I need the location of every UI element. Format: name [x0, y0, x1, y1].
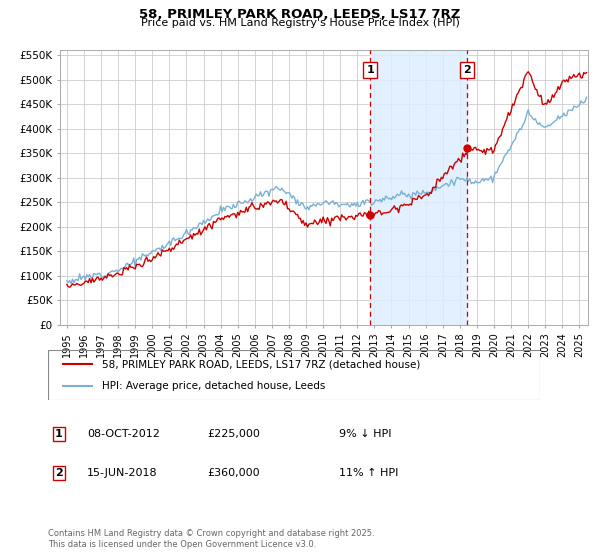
Text: £225,000: £225,000 — [207, 429, 260, 439]
Text: 11% ↑ HPI: 11% ↑ HPI — [339, 468, 398, 478]
Text: 9% ↓ HPI: 9% ↓ HPI — [339, 429, 391, 439]
Text: 58, PRIMLEY PARK ROAD, LEEDS, LS17 7RZ: 58, PRIMLEY PARK ROAD, LEEDS, LS17 7RZ — [139, 8, 461, 21]
Text: 1: 1 — [55, 429, 62, 439]
Text: 2: 2 — [55, 468, 62, 478]
Text: Contains HM Land Registry data © Crown copyright and database right 2025.
This d: Contains HM Land Registry data © Crown c… — [48, 529, 374, 549]
Text: HPI: Average price, detached house, Leeds: HPI: Average price, detached house, Leed… — [102, 381, 325, 391]
Text: 58, PRIMLEY PARK ROAD, LEEDS, LS17 7RZ (detached house): 58, PRIMLEY PARK ROAD, LEEDS, LS17 7RZ (… — [102, 359, 421, 369]
Text: £360,000: £360,000 — [207, 468, 260, 478]
Bar — [370, 50, 467, 325]
Text: 15-JUN-2018: 15-JUN-2018 — [87, 468, 158, 478]
Text: 08-OCT-2012: 08-OCT-2012 — [87, 429, 160, 439]
Text: 1: 1 — [366, 65, 374, 75]
Text: Price paid vs. HM Land Registry's House Price Index (HPI): Price paid vs. HM Land Registry's House … — [140, 18, 460, 29]
Text: 2: 2 — [463, 65, 471, 75]
